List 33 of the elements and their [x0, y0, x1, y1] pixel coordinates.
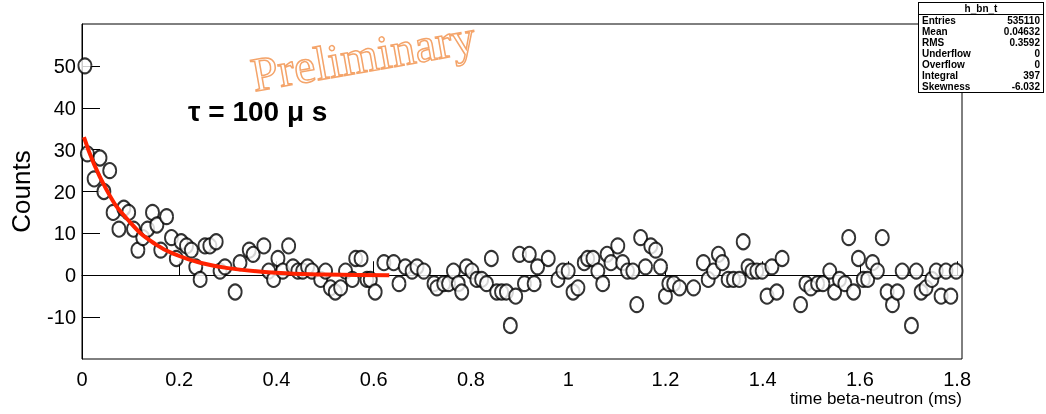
- y-tick-label: 0: [64, 264, 76, 287]
- text: -6.032: [1011, 81, 1040, 92]
- annotation: Mean: [922, 26, 948, 37]
- annotation: Integral: [922, 70, 959, 81]
- annotation: Overflow: [922, 59, 965, 70]
- x-tick-label: 1: [562, 368, 574, 390]
- y-tick-label: 30: [53, 138, 76, 161]
- annotation: RMS: [922, 37, 945, 48]
- x-axis-title: time beta-neutron (ms): [790, 389, 962, 409]
- y-tick-label: 20: [53, 180, 76, 203]
- y-axis-title: Counts: [6, 150, 36, 233]
- text: 0: [1034, 48, 1040, 59]
- x-tick-label: 0.2: [165, 368, 194, 390]
- text: 397: [1023, 70, 1040, 81]
- x-tick-label: 0.8: [457, 368, 485, 390]
- x-tick-label: 1.2: [651, 368, 680, 390]
- text: h_bn_t: [919, 3, 1043, 15]
- annotation: Skewness: [922, 81, 971, 92]
- y-tick-label: 40: [53, 96, 76, 119]
- x-tick-label: 0.4: [262, 368, 291, 390]
- text: 0.3592: [1009, 37, 1040, 48]
- annotation: Underflow: [922, 48, 971, 59]
- y-tick-label: 50: [53, 54, 76, 77]
- x-tick-label: 0.6: [359, 368, 388, 390]
- x-tick-label: 1.4: [748, 368, 777, 390]
- text: 0.04632: [1003, 26, 1040, 37]
- y-tick-label: -10: [47, 306, 76, 329]
- x-tick-label: 1.6: [845, 368, 874, 390]
- x-tick-label: 1.8: [943, 368, 972, 390]
- text: 0: [1034, 59, 1040, 70]
- text: 535110: [1007, 15, 1040, 26]
- annotation: Entries: [922, 15, 956, 26]
- y-tick-label: 10: [53, 222, 76, 245]
